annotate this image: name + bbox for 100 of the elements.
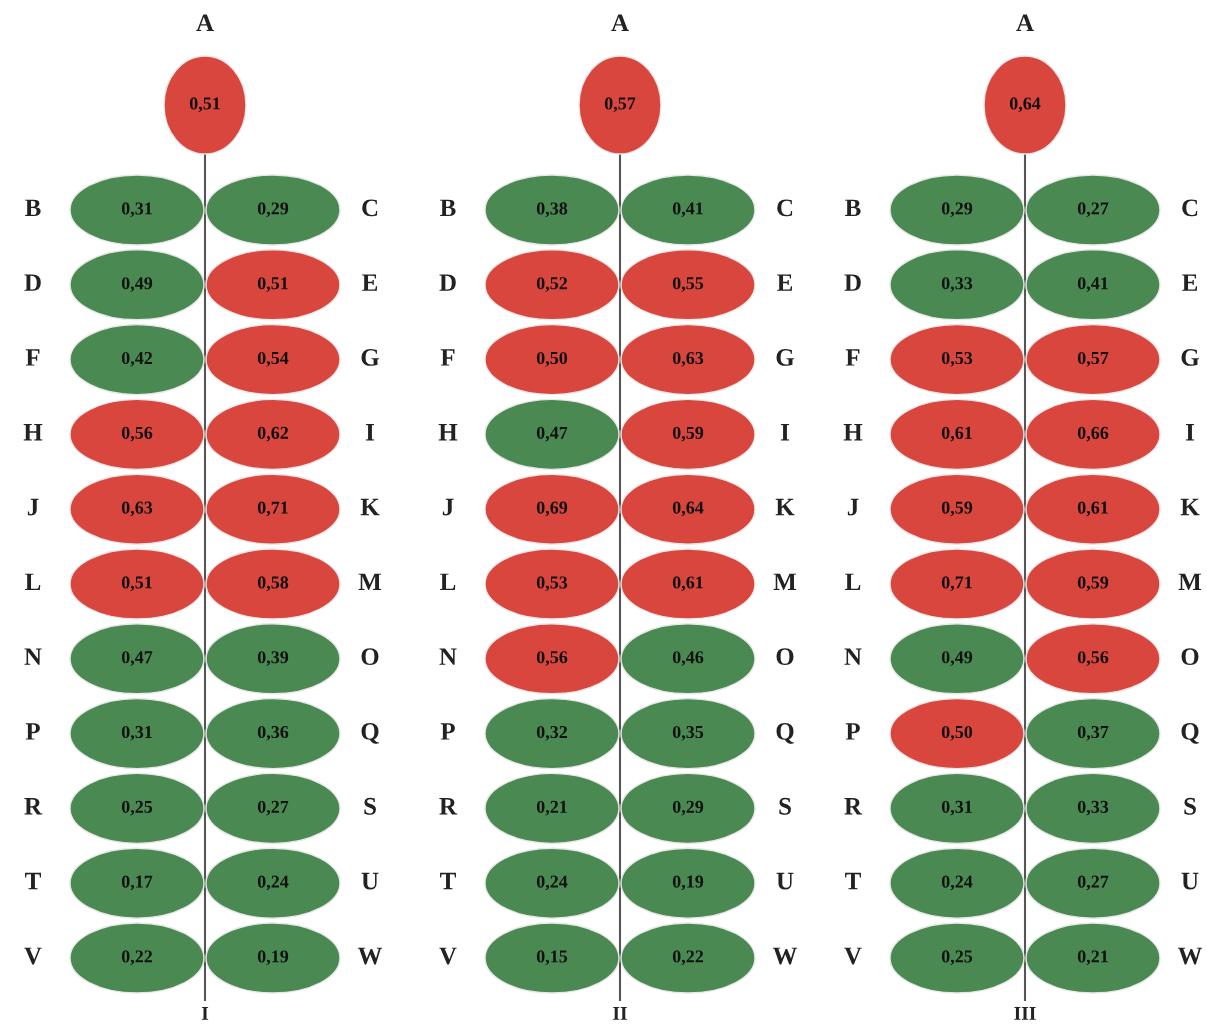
category-label: P [845, 723, 860, 740]
category-label: I [780, 424, 790, 441]
category-label: D [844, 274, 861, 291]
data-label: 0,31 [121, 725, 152, 741]
category-label: B [440, 199, 456, 217]
category-label: T [440, 872, 456, 890]
category-label: S [1184, 797, 1196, 815]
data-label: 0,56 [536, 651, 568, 666]
data-label: 0,42 [121, 351, 153, 367]
category-label: C [1182, 199, 1198, 217]
category-label: U [1181, 872, 1199, 890]
text: III [1014, 1006, 1036, 1020]
category-label: S [364, 797, 376, 815]
category-label: U [776, 872, 794, 890]
data-label: 0,31 [121, 202, 152, 218]
data-label: 0,33 [1077, 800, 1109, 816]
data-label: 0,35 [672, 725, 704, 741]
category-label: H [438, 424, 458, 441]
data-label: 0,56 [121, 426, 153, 442]
category-label: I [365, 424, 375, 441]
data-label: 0,32 [536, 725, 568, 741]
data-label: 0,19 [672, 875, 704, 891]
category-label: V [24, 947, 42, 965]
text: I [201, 1006, 209, 1020]
category-label: E [1182, 274, 1198, 291]
category-label: N [439, 648, 457, 665]
data-label: 0,63 [672, 351, 704, 367]
category-label: D [24, 274, 41, 291]
category-label: N [24, 648, 42, 665]
data-label: 0,49 [121, 277, 153, 292]
data-label: 0,51 [189, 97, 220, 113]
category-label: C [362, 199, 378, 217]
data-label: 0,37 [1077, 725, 1109, 741]
category-label: E [362, 274, 378, 291]
data-label: 0,22 [672, 950, 704, 966]
category-label: B [25, 199, 41, 217]
data-label: 0,53 [941, 351, 973, 367]
category-label: K [360, 498, 380, 516]
data-label: 0,36 [257, 725, 289, 741]
data-label: 0,54 [257, 351, 289, 367]
category-label: T [25, 872, 41, 890]
data-label: 0,27 [1077, 875, 1109, 891]
category-label: H [843, 424, 863, 441]
category-label: J [442, 498, 454, 516]
data-label: 0,24 [941, 875, 973, 891]
data-label: 0,29 [941, 202, 973, 218]
category-label: H [23, 424, 43, 441]
category-label: U [361, 872, 379, 890]
category-label: F [440, 349, 455, 366]
data-label: 0,55 [672, 277, 704, 292]
category-label: C [777, 199, 793, 217]
data-label: 0,24 [536, 875, 568, 891]
category-label: D [439, 274, 456, 291]
category-label: R [844, 798, 863, 815]
category-label: O [1181, 648, 1199, 666]
data-label: 0,66 [1077, 426, 1109, 442]
category-label: G [361, 349, 380, 366]
data-label: 0,59 [672, 426, 704, 442]
text: II [613, 1006, 627, 1020]
data-label: 0,57 [1077, 351, 1109, 367]
category-label: J [27, 498, 39, 516]
data-label: 0,52 [536, 277, 568, 292]
data-label: 0,57 [604, 97, 636, 113]
category-label: A [1016, 14, 1034, 32]
data-label: 0,49 [941, 651, 973, 666]
category-label: Q [361, 723, 379, 744]
data-label: 0,29 [672, 800, 704, 816]
category-label: S [779, 797, 791, 815]
category-label: W [357, 947, 383, 965]
data-label: 0,27 [257, 800, 289, 816]
category-label: Q [776, 723, 794, 744]
data-label: 0,21 [536, 800, 567, 816]
category-label: M [358, 573, 382, 591]
category-label: L [440, 573, 456, 591]
category-label: M [773, 573, 797, 591]
data-label: 0,61 [941, 426, 972, 442]
data-label: 0,63 [121, 501, 153, 517]
data-label: 0,21 [1077, 950, 1108, 966]
data-label: 0,46 [672, 651, 704, 666]
data-label: 0,41 [672, 202, 703, 218]
category-label: T [845, 872, 861, 890]
category-label: V [844, 947, 862, 965]
data-label: 0,22 [121, 950, 153, 966]
data-label: 0,25 [941, 950, 973, 966]
category-label: M [1178, 573, 1202, 591]
category-label: N [844, 648, 862, 665]
category-label: I [1185, 424, 1195, 441]
category-label: F [845, 349, 860, 366]
data-label: 0,47 [536, 426, 568, 442]
data-label: 0,41 [1077, 277, 1108, 292]
data-label: 0,24 [257, 875, 289, 891]
data-label: 0,51 [257, 277, 288, 292]
category-label: P [440, 723, 455, 740]
data-label: 0,17 [121, 875, 153, 891]
data-label: 0,39 [257, 651, 289, 666]
category-label: E [777, 274, 793, 291]
data-label: 0,59 [941, 501, 973, 517]
data-label: 0,61 [672, 576, 703, 592]
category-label: A [196, 14, 214, 32]
category-label: O [361, 648, 379, 666]
